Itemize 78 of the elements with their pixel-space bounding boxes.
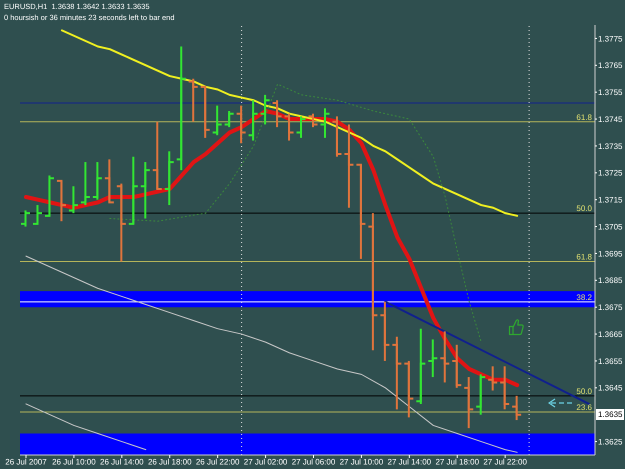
candlestick [343,123,354,209]
line-series [109,84,482,343]
y-tick-label: 1.3655 [598,356,624,366]
candlestick [511,394,522,422]
candlestick [284,112,295,142]
candlestick [403,360,414,418]
y-tick-label: 1.3765 [598,61,624,70]
candlestick [463,376,474,430]
candlestick [367,212,378,352]
x-tick-label: 27 Jul 18:00 [435,458,480,467]
candlestick [200,86,211,139]
annotation: 61.8 [576,112,593,122]
y-tick-label: 1.3665 [598,330,624,339]
x-tick-label: 27 Jul 14:00 [388,458,432,467]
x-tick-label: 26 Jul 2007 [5,458,48,467]
candlestick [32,204,43,225]
x-tick-label: 27 Jul 10:00 [340,458,384,467]
y-tick-label: 1.3705 [598,222,624,232]
x-tick-label: 26 Jul 10:00 [52,458,96,467]
candlestick [308,112,318,128]
y-tick-label: 1.3675 [598,303,624,312]
annotation: 38.2 [576,292,593,302]
candlestick [236,104,247,144]
candlestick [44,174,55,217]
candlestick [427,338,438,378]
candlestick [128,156,139,225]
annotation: 50.0 [576,386,593,396]
y-tick-label: 1.3775 [598,34,624,44]
annotation: 1.3635 [596,408,624,420]
candlestick [475,373,486,416]
x-tick-label: 27 Jul 02:00 [244,458,288,467]
y-tick-label: 1.3695 [598,249,624,258]
y-tick-label: 1.3685 [598,276,624,286]
candlestick [331,115,342,158]
annotation: 23.6 [576,403,593,412]
candlestick [164,150,175,206]
candlestick [499,365,510,410]
candlestick [379,300,390,362]
candlestick [80,161,91,206]
candlestick [272,99,283,128]
candlestick [68,185,79,214]
x-tick-label: 27 Jul 06:00 [292,458,336,467]
candlestick [248,99,259,142]
candlestick [116,182,127,262]
candlestick [140,161,151,220]
y-tick-label: 1.3735 [598,142,624,151]
y-tick-label: 1.3645 [598,384,624,393]
candlestick [176,46,187,172]
candlestick [224,110,235,128]
x-tick-label: 26 Jul 22:00 [196,458,240,467]
candlestick [355,164,366,260]
candlestick [188,78,199,123]
y-tick-label: 1.3725 [598,168,624,178]
annotation: 50.0 [576,204,593,214]
y-tick-label: 1.3625 [598,437,624,446]
y-tick-label: 1.3715 [598,196,624,205]
candlestick [152,120,163,190]
candlestick [319,107,330,139]
y-tick-label: 1.3745 [598,114,624,124]
candlestick [20,209,31,228]
annotation: 61.8 [576,252,593,262]
candlestick [451,344,462,389]
candlestick [439,330,450,384]
x-tick-label: 26 Jul 14:00 [100,458,144,467]
line-series [60,29,518,217]
candlestick [415,328,426,405]
candlestick [92,161,103,201]
candlestick [487,365,498,392]
candlestick [104,158,115,204]
candlestick [296,115,307,139]
candlestick [391,336,402,410]
y-tick-label: 1.3755 [598,88,624,98]
line-series [25,403,146,450]
candlestick [212,104,223,136]
candlestick [56,180,67,222]
candlestick [260,94,271,126]
x-tick-label: 27 Jul 22:00 [483,458,528,467]
x-tick-label: 26 Jul 18:00 [148,458,192,467]
